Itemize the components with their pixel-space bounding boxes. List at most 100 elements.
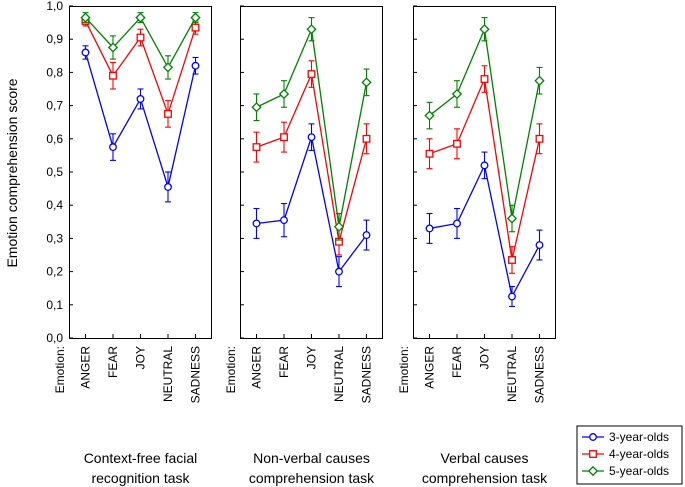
x-tick-label: SADNESS: [189, 346, 203, 403]
y-tick-label: 0,3: [46, 231, 63, 245]
series-3-year-olds: [252, 123, 371, 288]
y-tick-label: 0,8: [46, 65, 63, 79]
data-point: [535, 134, 544, 143]
data-point: [164, 182, 172, 191]
series-5-year-olds: [424, 17, 545, 233]
data-point: [362, 231, 371, 240]
series-3-year-olds: [425, 151, 544, 308]
panel-title-line: comprehension task: [422, 470, 548, 486]
y-tick-label: 0,6: [46, 132, 63, 146]
y-tick-label: 0,7: [46, 99, 63, 113]
data-point: [362, 134, 371, 143]
data-point: [535, 241, 544, 249]
y-tick-label: 0,0: [46, 331, 63, 345]
x-tick-label: SADNESS: [360, 346, 374, 403]
series-4-year-olds: [425, 65, 544, 274]
data-point: [508, 292, 516, 301]
data-point: [307, 70, 316, 79]
panel-2: ANGER FEAR JOY NEUTRAL SADNESS Emotion: Non-ve…: [224, 5, 383, 486]
data-point: [361, 77, 372, 88]
data-point: [136, 33, 145, 42]
panel-title-line: Non-verbal causes: [253, 450, 370, 466]
y-tick-label: 1,0: [46, 0, 63, 13]
data-point: [453, 219, 461, 228]
series-line: [429, 26, 541, 219]
data-point: [278, 88, 290, 100]
x-tick-label: ANGER: [423, 346, 437, 389]
data-point: [425, 149, 434, 158]
legend-label: 4-year-olds: [609, 447, 669, 461]
x-tick-label: JOY: [134, 346, 148, 369]
legend-label: 3-year-olds: [609, 430, 669, 444]
data-point: [425, 224, 434, 233]
data-point: [135, 12, 146, 23]
x-tick-label: ANGER: [250, 346, 264, 389]
x-axis-title: Emotion:: [224, 346, 238, 393]
panel-title-line: Verbal causes: [441, 450, 529, 466]
x-axis-title: Emotion:: [397, 346, 411, 393]
data-point: [280, 133, 288, 142]
data-point: [480, 161, 489, 170]
x-tick-label: FEAR: [450, 346, 464, 378]
x-tick-label: FEAR: [106, 346, 120, 378]
x-tick-label: FEAR: [277, 346, 291, 378]
panels: 0,0 0,1 0,2 0,3 0,4 0,5 0,6 0,7 0,8 0,9 1,0 ANGER FE…: [46, 0, 556, 486]
panel-1: 0,0 0,1 0,2 0,3 0,4 0,5 0,6 0,7 0,8 0,9 1,0 ANGER FE…: [46, 0, 212, 486]
data-point: [136, 95, 145, 103]
data-point: [252, 219, 261, 228]
data-point: [280, 216, 288, 225]
y-axis-label: Emotion comprehension score: [4, 78, 20, 267]
panel-frame: [69, 6, 212, 339]
x-tick-label: JOY: [478, 346, 492, 369]
data-point: [190, 12, 201, 23]
legend: 3-year-olds 4-year-olds 5-year-olds: [576, 425, 683, 485]
panel-3: ANGER FEAR JOY NEUTRAL SADNESS Emotion: Verbal…: [397, 5, 556, 486]
x-axis-title: Emotion:: [53, 346, 67, 393]
data-point: [424, 110, 435, 121]
data-point: [333, 221, 345, 232]
data-point: [191, 61, 200, 70]
panel-title-line: recognition task: [91, 470, 190, 486]
series-5-year-olds: [251, 17, 372, 241]
series-line: [84, 52, 197, 190]
series-line: [256, 134, 368, 274]
data-point: [480, 75, 489, 83]
x-tick-label: JOY: [305, 346, 319, 369]
x-tick-label: NEUTRAL: [505, 346, 519, 402]
data-point: [506, 213, 518, 224]
data-point: [80, 12, 91, 23]
x-tick-label: SADNESS: [533, 346, 547, 403]
series-line: [429, 163, 541, 299]
x-tick-label: NEUTRAL: [161, 346, 175, 402]
panel-title-line: Context-free facial: [84, 450, 198, 466]
data-point: [81, 48, 90, 57]
data-point: [251, 102, 262, 113]
series-3-year-olds: [81, 45, 200, 203]
y-tick-label: 0,2: [46, 265, 63, 279]
data-point: [534, 75, 545, 86]
data-point: [508, 256, 516, 264]
panel-frame: [240, 6, 383, 339]
legend-marker: [587, 465, 599, 477]
data-point: [453, 139, 461, 148]
x-tick-label: ANGER: [79, 346, 93, 389]
series-5-year-olds: [80, 12, 201, 80]
data-point: [107, 42, 119, 53]
data-point: [252, 143, 261, 152]
series-4-year-olds: [252, 60, 371, 256]
data-point: [191, 23, 200, 32]
data-point: [451, 88, 463, 100]
y-tick-label: 0,4: [46, 198, 63, 212]
y-tick-label: 0,9: [46, 32, 63, 46]
data-point: [162, 62, 174, 73]
x-tick-label: NEUTRAL: [332, 346, 346, 402]
data-point: [164, 109, 172, 118]
legend-marker: [589, 433, 597, 441]
data-point: [306, 24, 317, 35]
data-point: [307, 133, 316, 142]
legend-marker: [589, 450, 597, 458]
data-point: [479, 24, 490, 35]
data-point: [109, 71, 117, 80]
data-point: [335, 267, 343, 276]
data-point: [109, 143, 117, 152]
